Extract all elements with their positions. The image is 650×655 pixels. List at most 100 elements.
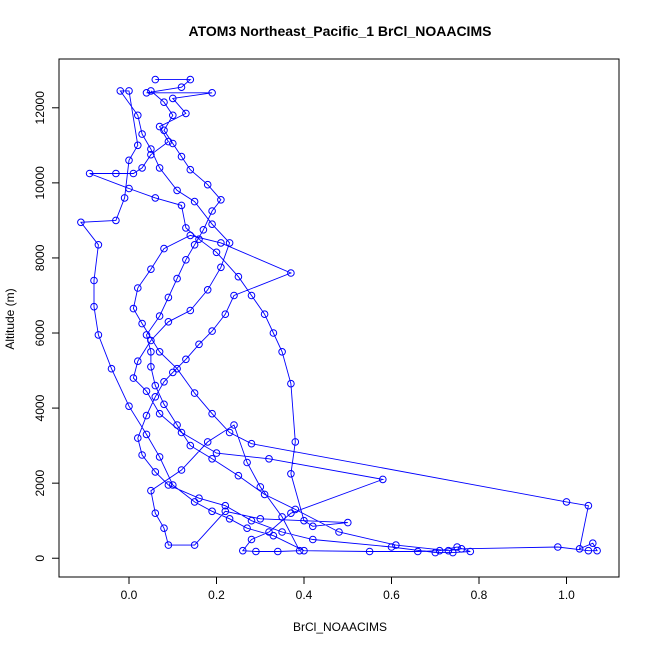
- y-tick-label: 8000: [33, 244, 47, 271]
- data-point: [221, 310, 230, 319]
- data-point: [134, 111, 142, 120]
- data-point: [234, 471, 243, 480]
- data-point: [155, 348, 164, 356]
- chart-title: ATOM3 Northeast_Pacific_1 BrCl_NOAACIMS: [189, 23, 492, 39]
- data-point: [208, 89, 216, 97]
- data-point: [134, 357, 142, 366]
- data-point: [287, 379, 295, 388]
- data-point: [190, 498, 199, 506]
- data-point: [278, 528, 286, 536]
- data-point: [120, 194, 129, 202]
- data-point: [217, 196, 225, 204]
- data-point: [287, 470, 295, 478]
- data-point: [247, 535, 256, 544]
- data-point: [186, 441, 195, 450]
- data-point: [260, 310, 269, 319]
- data-point: [164, 318, 173, 326]
- data-point: [195, 340, 203, 349]
- series-layer: [77, 75, 601, 557]
- data-point: [138, 451, 146, 459]
- data-point: [147, 486, 155, 495]
- y-axis-label: Altitude (m): [3, 288, 17, 349]
- data-point: [230, 421, 238, 429]
- data-point: [212, 449, 221, 457]
- data-point: [182, 224, 190, 232]
- data-point: [164, 293, 173, 302]
- data-point: [177, 83, 186, 91]
- data-point: [203, 438, 212, 446]
- data-point: [589, 539, 597, 548]
- data-point: [247, 439, 256, 448]
- x-axis-label: BrCl_NOAACIMS: [293, 620, 387, 634]
- data-point: [77, 218, 85, 227]
- data-point: [173, 364, 181, 373]
- data-point: [134, 284, 142, 292]
- y-axis: 0 2000 4000 6000 8000 10000 12000: [33, 91, 60, 562]
- data-point: [151, 75, 160, 84]
- data-point: [177, 201, 186, 210]
- data-point: [155, 312, 164, 320]
- data-point: [142, 331, 151, 339]
- data-point: [90, 302, 98, 311]
- data-point: [160, 400, 168, 409]
- y-tick-label: 4000: [33, 394, 47, 421]
- data-point: [177, 466, 186, 474]
- data-point: [134, 434, 142, 442]
- data-point: [90, 276, 98, 285]
- data-point: [160, 98, 168, 106]
- data-point: [274, 547, 282, 556]
- data-point: [129, 374, 138, 382]
- data-point: [160, 244, 168, 253]
- data-point: [151, 468, 160, 476]
- data-point: [186, 231, 195, 240]
- data-point: [138, 319, 146, 328]
- x-tick-label: 0.8: [471, 588, 488, 602]
- y-tick-label: 2000: [33, 469, 47, 496]
- data-point: [344, 518, 352, 527]
- data-point: [177, 152, 186, 161]
- data-point: [138, 164, 146, 172]
- data-point: [160, 378, 168, 386]
- data-point: [392, 541, 400, 549]
- data-point: [190, 241, 199, 249]
- data-point: [195, 235, 203, 243]
- data-point: [387, 543, 396, 551]
- data-point: [554, 543, 562, 551]
- data-point: [169, 111, 177, 120]
- data-point: [225, 428, 234, 437]
- x-axis: 0.0 0.2 0.4 0.6 0.8 1.0: [121, 576, 575, 602]
- data-point: [125, 402, 133, 411]
- data-point: [160, 126, 168, 135]
- data-point: [186, 75, 195, 84]
- data-point: [190, 197, 199, 206]
- data-point: [94, 331, 103, 339]
- y-tick-label: 6000: [33, 319, 47, 346]
- data-point: [300, 516, 308, 525]
- data-point: [169, 481, 177, 489]
- data-point: [230, 291, 238, 300]
- x-tick-label: 0.2: [208, 588, 225, 602]
- data-point: [151, 381, 160, 390]
- data-point: [125, 156, 133, 165]
- data-point: [190, 541, 199, 549]
- data-point: [247, 291, 256, 300]
- data-point: [256, 515, 265, 523]
- data-point: [186, 306, 195, 315]
- data-point: [155, 164, 164, 172]
- data-point: [208, 409, 216, 418]
- data-point: [173, 186, 181, 195]
- x-tick-label: 0.6: [383, 588, 400, 602]
- data-point: [203, 286, 212, 294]
- data-point: [182, 256, 190, 264]
- data-point: [217, 263, 225, 272]
- data-point: [112, 169, 120, 178]
- data-point: [208, 220, 216, 228]
- data-point: [155, 453, 164, 461]
- y-tick-label: 10000: [33, 166, 47, 200]
- data-point: [217, 239, 225, 247]
- data-point: [147, 348, 155, 356]
- data-point: [225, 515, 234, 523]
- data-point: [365, 547, 374, 556]
- data-point: [300, 546, 308, 555]
